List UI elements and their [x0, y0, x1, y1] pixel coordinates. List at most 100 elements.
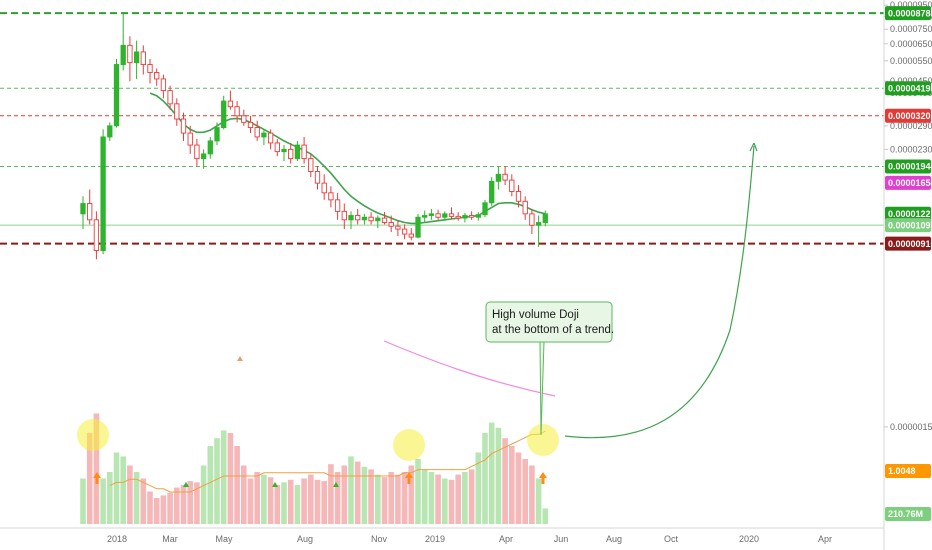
candle-body	[194, 144, 200, 160]
volume-ma-line	[109, 430, 546, 493]
volume-bar	[80, 478, 86, 524]
volume-bar	[395, 474, 401, 524]
volume-bar	[462, 472, 468, 524]
price-badge	[885, 218, 931, 233]
pink-trend-line	[383, 340, 556, 397]
volume-bar	[328, 464, 334, 524]
volume-bar	[401, 472, 408, 524]
volume-bar	[535, 478, 542, 524]
candles	[80, 12, 548, 260]
volume-bar	[287, 479, 294, 524]
candle-body	[221, 100, 227, 129]
volume-bar	[127, 465, 133, 524]
volume-ma-path	[109, 430, 546, 493]
volume-bar	[153, 498, 160, 524]
price-axis[interactable]: 0.000095000.000085000.000075000.00006500…	[883, 0, 932, 550]
price-badge-label: 0.00001091	[888, 220, 932, 230]
pink-line	[383, 340, 556, 397]
candle-body	[127, 44, 133, 64]
volume-bar	[180, 485, 187, 524]
volume-bar	[529, 465, 535, 524]
candle-body	[314, 171, 321, 184]
candle-body	[542, 213, 548, 223]
sequence-markers	[183, 356, 339, 487]
candle-body	[529, 213, 535, 226]
volume-bar	[502, 438, 508, 524]
candle-body	[522, 200, 528, 215]
price-badge-label: 0.00000910	[888, 239, 932, 249]
candle-body	[214, 127, 220, 142]
volume-bar	[220, 430, 227, 524]
highlight-circle	[393, 429, 425, 461]
candle-body	[401, 228, 408, 235]
candle-body	[120, 44, 126, 65]
volume-bar	[448, 479, 455, 524]
candle-body	[160, 78, 167, 92]
candle-body	[502, 173, 508, 181]
time-tick-label: Aug	[297, 534, 313, 544]
volume-bar	[167, 492, 173, 524]
volume-bar	[435, 474, 441, 524]
callout-line-2: at the bottom of a trend.	[492, 324, 614, 336]
candle-body	[395, 225, 401, 230]
candle-body	[174, 103, 180, 120]
volume-bar	[482, 433, 488, 524]
candle-body	[375, 217, 381, 222]
candle-body	[147, 64, 153, 73]
volume-bar	[488, 422, 495, 524]
candle-body	[254, 127, 260, 138]
candle-body	[388, 222, 394, 227]
candle-body	[207, 140, 213, 155]
volume-bar	[509, 446, 515, 524]
volume-bar	[341, 465, 348, 524]
candle-body	[415, 216, 421, 238]
volume-bar	[354, 461, 361, 524]
candle-body	[368, 216, 374, 222]
price-badge-label: 0.00004198	[888, 83, 932, 93]
marker-triangle	[183, 482, 189, 487]
candle-body	[140, 51, 146, 65]
candle-body	[154, 72, 160, 80]
time-tick-label: May	[215, 534, 233, 544]
price-badge	[885, 507, 931, 521]
volume-bar	[408, 465, 415, 524]
price-badge	[885, 81, 931, 96]
candle-body	[475, 214, 481, 218]
volume-bar	[207, 446, 214, 524]
price-badge-label: 0.00008788	[888, 8, 932, 18]
volume-bar	[308, 474, 314, 524]
volume-bar	[334, 472, 341, 524]
volume-bar	[375, 474, 381, 524]
volume-bar	[522, 459, 528, 524]
candle-body	[462, 215, 468, 219]
candle-body	[435, 213, 441, 218]
candle-body	[281, 148, 287, 153]
time-tick-label: Nov	[371, 534, 388, 544]
candle-body	[288, 148, 294, 160]
candle-body	[361, 216, 368, 221]
volume-bar	[421, 469, 428, 524]
candle-body	[341, 210, 347, 221]
time-tick-label: Aug	[606, 534, 622, 544]
volume-bar	[247, 478, 254, 524]
candle-body	[247, 121, 254, 129]
candle-body	[294, 144, 301, 160]
volume-bar	[140, 478, 147, 524]
volume-bar	[160, 495, 167, 524]
volume-bar	[120, 456, 126, 524]
price-badge-label: 0.00001654	[888, 178, 932, 188]
candle-body	[267, 132, 274, 144]
volume-bar	[194, 482, 200, 524]
volume-bar	[281, 482, 287, 524]
orange-up-arrows	[93, 472, 547, 484]
candle-body	[180, 118, 187, 134]
candle-body	[515, 191, 522, 202]
candle-body	[535, 222, 542, 226]
candle-body	[80, 203, 86, 215]
candle-body	[241, 115, 247, 123]
time-axis[interactable]: 2018 Mar May Aug Nov 2019 Apr Jun Aug Oct 2020 Apr	[0, 527, 884, 544]
volume-bar	[214, 438, 220, 524]
